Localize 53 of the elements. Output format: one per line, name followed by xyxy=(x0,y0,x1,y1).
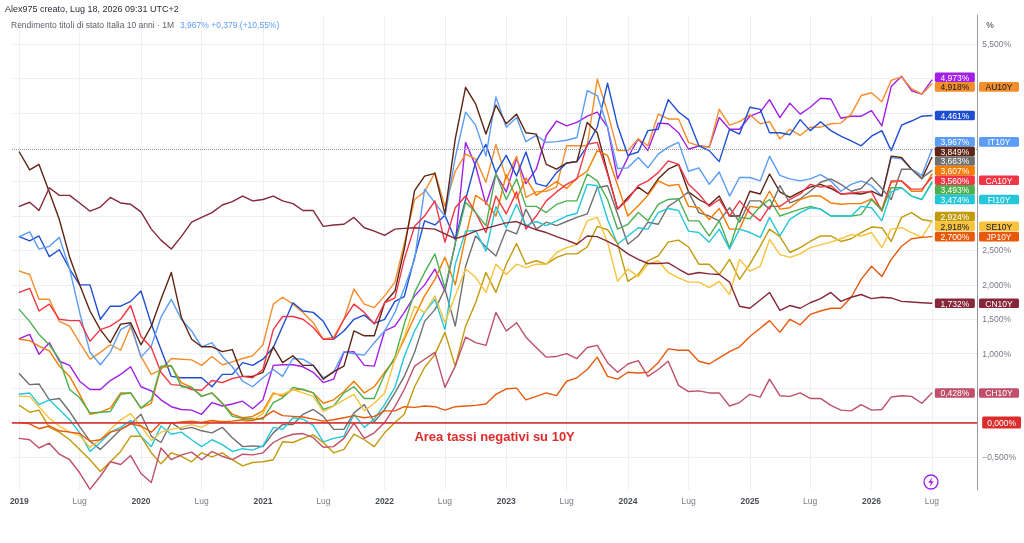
line-series xyxy=(18,187,933,312)
text: Alex975 creato, Lug 18, 2026 09:31 UTC+2 xyxy=(5,4,179,14)
ref-line-label: Area tassi negativi su 10Y xyxy=(414,428,576,444)
data-label: 2,918% xyxy=(940,221,970,232)
y-tick-label: 0,000% xyxy=(987,418,1017,429)
x-tick-label: 2026 xyxy=(862,495,882,506)
data-label: 3,560% xyxy=(940,175,970,186)
data-label: 4,918% xyxy=(940,82,970,93)
data-label: 2,700% xyxy=(940,231,970,242)
x-tick-label: Lug xyxy=(559,495,574,506)
y-tick-label: 2,000% xyxy=(982,279,1012,290)
data-label: 4,973% xyxy=(940,72,970,83)
annotation: 3,967% +0,379 (+10,55%) xyxy=(180,20,280,30)
x-tick-label: Lug xyxy=(803,495,818,506)
data-label: 4,461% xyxy=(940,110,970,121)
x-tick-label: Lug xyxy=(72,495,88,506)
y-axis-title: % xyxy=(986,19,995,30)
x-tick-label: 2021 xyxy=(253,495,273,506)
legend-label: AU10Y xyxy=(985,82,1013,93)
legend-label: CN10Y xyxy=(985,298,1014,309)
data-label: 3,474% xyxy=(940,194,970,205)
y-tick-label: 1,000% xyxy=(982,348,1012,359)
x-tick-label: Lug xyxy=(437,495,453,506)
x-tick-label: 2022 xyxy=(375,495,395,506)
x-tick-label: 2024 xyxy=(618,495,638,506)
line-series xyxy=(18,311,933,491)
legend-label: CH10Y xyxy=(985,388,1014,399)
x-tick-label: Lug xyxy=(194,495,209,506)
x-tick-label: 2023 xyxy=(496,495,516,506)
data-label: 3,663% xyxy=(940,156,970,167)
y-tick-label: 2,500% xyxy=(982,245,1012,256)
x-tick-label: Lug xyxy=(681,495,696,506)
x-tick-label: Lug xyxy=(924,495,940,506)
data-label: 3,493% xyxy=(940,185,970,196)
y-tick-label: 5,500% xyxy=(982,38,1012,49)
data-label: 3,967% xyxy=(940,137,970,148)
legend-label: FI10Y xyxy=(987,194,1011,205)
legend-label: CA10Y xyxy=(985,175,1013,186)
x-tick-label: 2019 xyxy=(9,495,30,506)
y-tick-label: 1,500% xyxy=(982,314,1012,325)
data-label: 0,428% xyxy=(940,388,970,399)
data-label: 1,732% xyxy=(940,298,970,309)
legend-label: JP10Y xyxy=(986,231,1012,242)
legend-label: SE10Y xyxy=(985,221,1013,232)
x-tick-label: 2025 xyxy=(740,495,760,506)
text: Rendimento titoli di stato Italia 10 anni · 1M xyxy=(11,20,175,30)
x-tick-label: 2020 xyxy=(131,495,151,506)
x-tick-label: Lug xyxy=(316,495,331,506)
legend-label: IT10Y xyxy=(987,137,1011,148)
data-label: 3,849% xyxy=(940,146,970,157)
y-tick-label: −0,500% xyxy=(982,451,1017,462)
data-label: 3,607% xyxy=(940,165,970,176)
data-label: 2,924% xyxy=(940,211,970,222)
